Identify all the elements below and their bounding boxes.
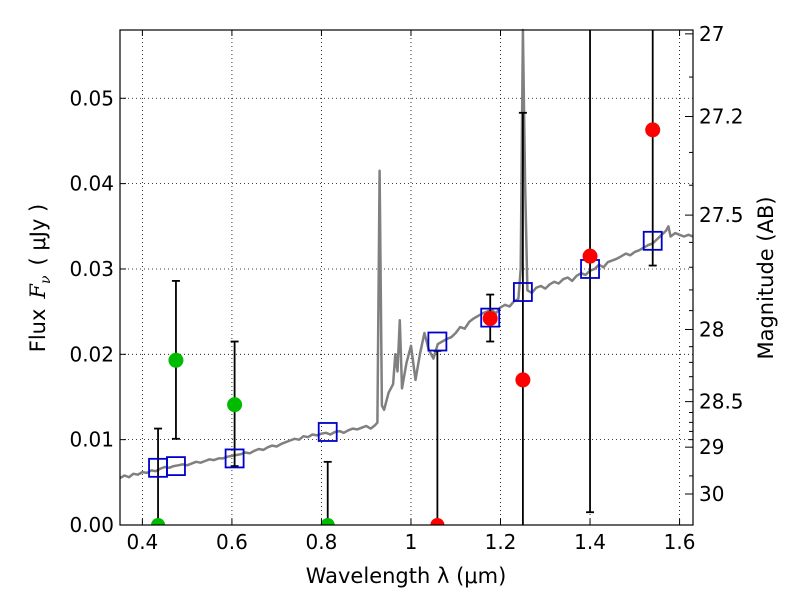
y-tick-label: 0.05 — [69, 86, 114, 110]
model-flux-box — [512, 282, 533, 302]
y-tick-label: 0.03 — [69, 257, 114, 281]
model-flux-box — [642, 230, 663, 251]
x-tick-label: 1.2 — [485, 530, 517, 554]
x-tick-label: 1 — [405, 530, 418, 554]
x-tick-label: 0.6 — [216, 530, 248, 554]
detection-point — [168, 352, 184, 368]
y-axis-label: FluxFν( μJy ) — [26, 204, 54, 352]
upper-point — [582, 248, 598, 264]
plot-frame — [119, 29, 694, 526]
mag-tick-label: 27.5 — [699, 203, 744, 227]
upper-point — [430, 518, 445, 525]
y-tick-label: 0.04 — [69, 172, 114, 196]
x-tick-label: 0.8 — [306, 530, 338, 554]
model-flux-box — [224, 448, 245, 469]
mag-tick-label: 28 — [699, 317, 724, 341]
model-flux-box — [480, 307, 501, 328]
model-flux-box — [317, 422, 338, 442]
x-tick-label: 1.4 — [574, 530, 606, 554]
model-flux-box — [427, 331, 448, 352]
template-spectrum-line — [119, 28, 694, 480]
error-bars — [154, 30, 657, 525]
y2-axis-label: Magnitude (AB) — [754, 196, 778, 359]
x-tick-label: 1.6 — [664, 530, 696, 554]
upper-point — [515, 372, 531, 388]
detection-point — [151, 518, 166, 525]
detection-point — [320, 518, 335, 525]
mag-tick-label: 28.5 — [699, 390, 744, 414]
y-tick-label: 0.02 — [69, 342, 114, 366]
mag-tick-label: 30 — [699, 482, 724, 506]
mag-tick-label: 27 — [699, 22, 724, 46]
detection-point — [227, 397, 243, 413]
template-spectrum — [119, 28, 694, 480]
grid — [120, 30, 693, 525]
observed-flux-markers — [151, 122, 661, 525]
upper-point — [482, 310, 498, 326]
y-tick-label: 0.00 — [69, 513, 114, 537]
mag-tick-label: 27.2 — [699, 104, 744, 128]
upper-point — [645, 122, 661, 138]
x-tick-label: 0.4 — [126, 530, 158, 554]
axis-ticks: 0.4 0.6 0.8 1 1.2 1.4 1.6 0.00 0.01 0.02 0.03 0.04 0… — [69, 22, 743, 554]
model-flux-box — [166, 456, 186, 477]
x-axis-label: Wavelength λ (μm) — [306, 564, 507, 588]
mag-tick-label: 29 — [699, 435, 724, 459]
y-tick-label: 0.01 — [69, 428, 114, 452]
